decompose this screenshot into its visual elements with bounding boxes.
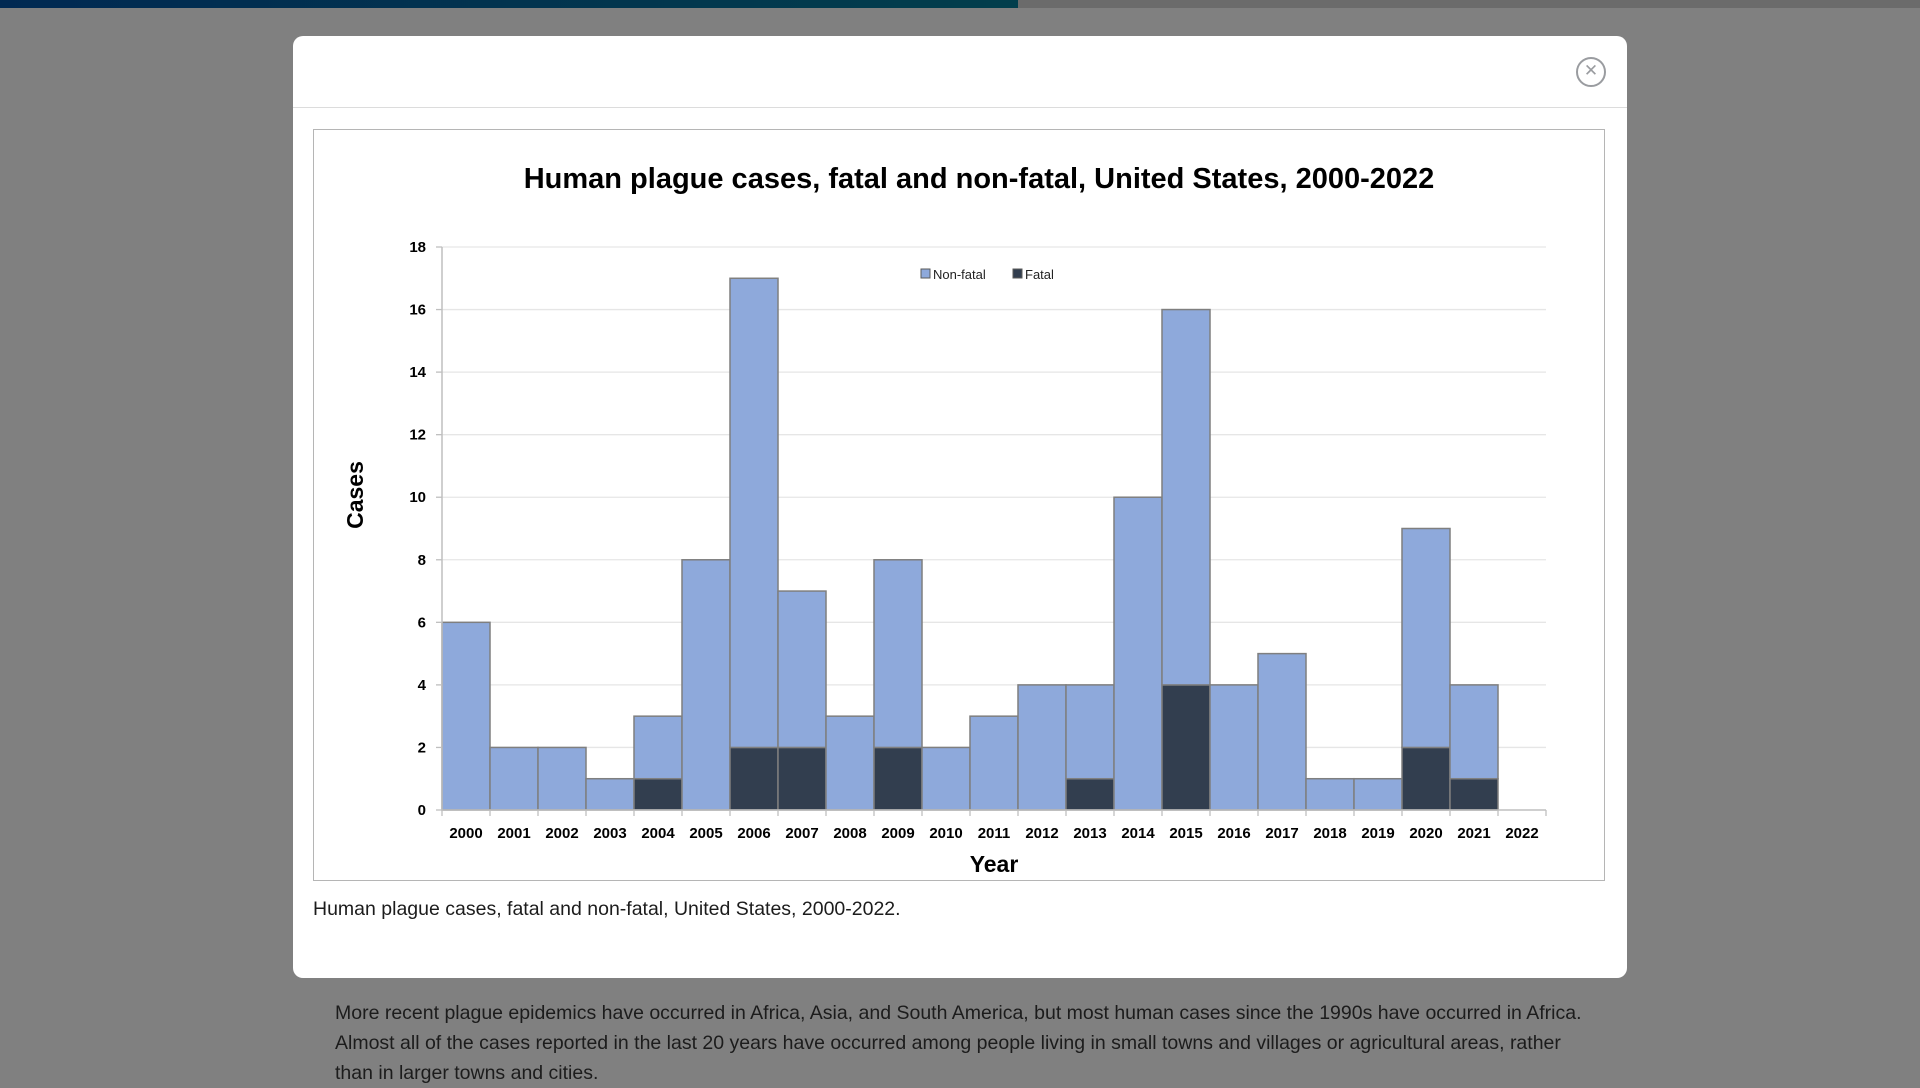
figure-caption: Human plague cases, fatal and non-fatal,… <box>313 898 901 920</box>
bar-nonfatal-2013 <box>1065 684 1115 780</box>
bar-fatal-2015 <box>1161 684 1211 811</box>
close-icon[interactable]: ✕ <box>1576 57 1606 87</box>
x-tick-label: 2010 <box>929 825 962 842</box>
bar-nonfatal-2015 <box>1161 308 1211 686</box>
x-tick-label: 2005 <box>689 825 722 842</box>
bar-nonfatal-2000 <box>441 621 491 811</box>
bar-nonfatal-2006 <box>729 277 779 749</box>
bar-fatal-2007 <box>777 746 827 811</box>
x-tick-label: 2014 <box>1121 825 1155 842</box>
bar-nonfatal-2011 <box>969 715 1019 811</box>
bar-nonfatal-2005 <box>681 559 731 811</box>
x-tick-label: 2018 <box>1313 825 1346 842</box>
reading-progress-bar <box>0 0 1920 8</box>
bar-nonfatal-2014 <box>1113 496 1163 811</box>
y-tick-label: 6 <box>418 614 426 631</box>
bar-nonfatal-2012 <box>1017 684 1067 811</box>
x-tick-label: 2007 <box>785 825 818 842</box>
x-tick-label: 2004 <box>641 825 675 842</box>
x-tick-label: 2001 <box>497 825 530 842</box>
y-tick-label: 2 <box>418 739 426 756</box>
image-modal: ✕ Human plague cases, fatal and non-fata… <box>293 36 1627 978</box>
x-tick-label: 2015 <box>1169 825 1202 842</box>
x-tick-label: 2020 <box>1409 825 1442 842</box>
bar-nonfatal-2002 <box>537 746 587 811</box>
bar-fatal-2004 <box>633 777 683 811</box>
bar-fatal-2020 <box>1401 746 1451 811</box>
modal-header: ✕ <box>293 36 1627 108</box>
y-tick-label: 14 <box>409 364 426 381</box>
y-axis-label: Cases <box>342 461 368 529</box>
chart-legend: Non-fatal Fatal <box>920 267 1054 282</box>
x-tick-label: 2008 <box>833 825 866 842</box>
x-axis-label: Year <box>970 851 1019 877</box>
x-tick-label: 2022 <box>1505 825 1538 842</box>
y-tick-label: 18 <box>409 239 426 256</box>
bar-nonfatal-2009 <box>873 559 923 749</box>
plague-cases-chart: Human plague cases, fatal and non-fatal,… <box>342 163 1547 877</box>
legend-swatch-fatal <box>1012 268 1023 279</box>
bar-fatal-2006 <box>729 746 779 811</box>
bar-nonfatal-2017 <box>1257 652 1307 811</box>
bar-nonfatal-2007 <box>777 590 827 749</box>
x-tick-label: 2000 <box>449 825 482 842</box>
x-tick-label: 2013 <box>1073 825 1106 842</box>
chart-figure: Human plague cases, fatal and non-fatal,… <box>313 129 1605 881</box>
chart-title: Human plague cases, fatal and non-fatal,… <box>524 163 1435 195</box>
bar-fatal-2009 <box>873 746 923 811</box>
bar-nonfatal-2004 <box>633 715 683 780</box>
y-tick-label: 16 <box>409 302 426 319</box>
x-tick-label: 2019 <box>1361 825 1394 842</box>
bar-nonfatal-2008 <box>825 715 875 811</box>
bar-fatal-2021 <box>1449 777 1499 811</box>
bar-nonfatal-2018 <box>1305 777 1355 811</box>
bar-nonfatal-2016 <box>1209 684 1259 811</box>
legend-label: Fatal <box>1025 267 1054 282</box>
bar-nonfatal-2019 <box>1353 777 1403 811</box>
x-tick-label: 2012 <box>1025 825 1058 842</box>
x-tick-label: 2011 <box>978 825 1011 842</box>
y-tick-label: 12 <box>409 427 426 444</box>
x-tick-label: 2003 <box>593 825 626 842</box>
background-paragraph: More recent plague epidemics have occurr… <box>335 1002 1582 1084</box>
x-tick-label: 2006 <box>737 825 770 842</box>
bar-fatal-2013 <box>1065 777 1115 811</box>
bar-nonfatal-2010 <box>921 746 971 811</box>
bar-nonfatal-2020 <box>1401 527 1451 749</box>
legend-label: Non-fatal <box>933 267 986 282</box>
bar-nonfatal-2001 <box>489 746 539 811</box>
y-tick-label: 10 <box>409 489 426 506</box>
legend-swatch-non-fatal <box>920 268 931 279</box>
x-tick-label: 2002 <box>545 825 578 842</box>
x-tick-label: 2016 <box>1217 825 1250 842</box>
reading-progress-fill <box>0 0 1018 8</box>
x-tick-label: 2017 <box>1265 825 1298 842</box>
y-tick-label: 8 <box>418 552 426 569</box>
bar-nonfatal-2021 <box>1449 684 1499 780</box>
y-tick-label: 0 <box>418 802 426 819</box>
x-tick-label: 2021 <box>1457 825 1490 842</box>
y-tick-label: 4 <box>418 677 427 694</box>
x-tick-label: 2009 <box>881 825 914 842</box>
bar-nonfatal-2003 <box>585 777 635 811</box>
